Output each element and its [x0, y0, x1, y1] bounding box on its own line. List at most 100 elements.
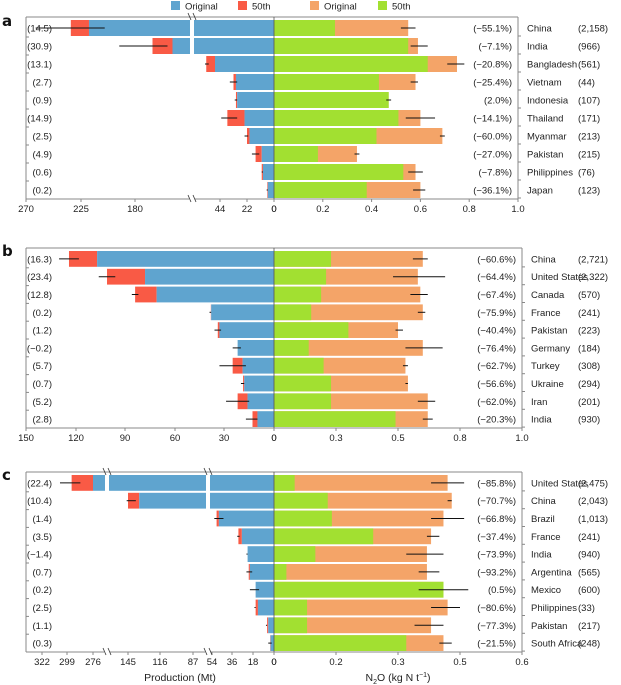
bar-prod-50th	[68, 251, 98, 267]
bar-prod-original	[257, 599, 274, 616]
row-argentina: (0.7) (−93.2%) Argentina (565)	[26, 564, 600, 582]
count-label: (966)	[578, 42, 600, 53]
country-label: India	[531, 415, 552, 426]
legend-swatch	[378, 1, 387, 10]
bar-prod-original	[244, 110, 274, 126]
x-tick-label-n2o: 0	[271, 657, 276, 668]
country-label: Pakistan	[531, 621, 567, 632]
count-label: (76)	[578, 168, 595, 179]
row-iran: (5.2) (−62.0%) Iran (201)	[26, 393, 600, 411]
country-label: Philippines	[527, 168, 573, 179]
row-pakistan: (1.1) (−77.3%) Pakistan (217)	[26, 617, 600, 635]
x-tick-label-production: 60	[170, 433, 181, 444]
x-tick-label-production: 322	[34, 657, 50, 668]
x-tick-label-production: 18	[248, 657, 259, 668]
count-label: (241)	[578, 308, 600, 319]
panel-b: b (16.3) (−60.6%) China (2,721) (23.4) (−64.4%…	[2, 242, 608, 444]
bar-n2o-50th	[274, 38, 409, 54]
x-tick-label-n2o: 1.0	[515, 433, 528, 444]
bar-prod-original	[156, 286, 274, 303]
x-tick-label-production: 30	[219, 433, 230, 444]
count-label: (930)	[578, 415, 600, 426]
country-label: Japan	[527, 186, 553, 197]
x-axis-label-part: O (kg N t	[377, 672, 419, 684]
axis-break	[189, 196, 195, 202]
row-france: (0.2) (−75.9%) France (241)	[26, 304, 600, 322]
row-thailand: (14.9) (−14.1%) Thailand (171)	[26, 110, 600, 128]
country-label: Brazil	[531, 514, 555, 525]
bar-n2o-50th	[274, 128, 377, 144]
x-tick-label-n2o: 0.2	[329, 657, 342, 668]
bar-prod-original	[219, 322, 274, 338]
row-myanmar: (2.5) (−60.0%) Myanmar (213)	[26, 128, 600, 146]
row-germany: (−0.2) (−76.4%) Germany (184)	[26, 340, 600, 358]
axis-break-mark	[208, 647, 213, 656]
bar-prod-original	[244, 375, 274, 392]
x-tick-label-n2o: 1.0	[511, 204, 524, 215]
bar-n2o-50th	[274, 110, 399, 126]
panels: a (14.5) (−55.1%) China (2,158) (30.9) (−7.1%)…	[2, 12, 608, 668]
x-tick-label-n2o: 0.5	[453, 657, 466, 668]
bar-prod-50th	[71, 475, 93, 491]
x-tick-label-n2o: 0.3	[329, 433, 342, 444]
row-ukraine: (0.7) (−56.6%) Ukraine (294)	[26, 375, 600, 393]
count-label: (561)	[578, 60, 600, 71]
country-label: Pakistan	[527, 150, 563, 161]
axis-break-mark	[107, 647, 112, 656]
axis-break-mark	[192, 194, 197, 203]
panel-letter: b	[2, 242, 13, 260]
n2o-change-label: (−20.8%)	[473, 60, 512, 71]
production-change-label: (16.3)	[27, 254, 52, 265]
legend-swatch	[238, 1, 247, 10]
row-united-states: (22.4) (−85.8%) United States(2,475)	[26, 474, 608, 493]
legend-label: Original	[324, 2, 357, 13]
count-label: (294)	[578, 379, 600, 390]
axis-break	[205, 649, 211, 655]
count-label: (570)	[578, 290, 600, 301]
axis-break-mark	[203, 467, 208, 476]
n2o-change-label: (−93.2%)	[477, 567, 516, 578]
n2o-change-label: (−21.5%)	[477, 639, 516, 650]
x-tick-label-production: 150	[18, 433, 34, 444]
row-pakistan: (1.2) (−40.4%) Pakistan (223)	[26, 322, 600, 340]
panel-letter: c	[2, 466, 11, 484]
x-axis-label-production: Production (Mt)	[144, 672, 216, 684]
production-change-label: (5.2)	[32, 397, 52, 408]
production-change-label: (2.5)	[32, 603, 52, 614]
x-tick-label-production: 299	[59, 657, 75, 668]
bar-n2o-50th	[274, 251, 332, 267]
count-label: (217)	[578, 621, 600, 632]
n2o-change-label: (−62.7%)	[477, 361, 516, 372]
count-label: (2,158)	[578, 24, 608, 35]
axis-break-mark	[187, 194, 192, 203]
n2o-change-label: (−76.4%)	[477, 343, 516, 354]
bar-n2o-50th	[274, 268, 327, 285]
row-south-africa: (0.3) (−21.5%) South Africa(248)	[26, 635, 600, 653]
production-change-label: (13.1)	[27, 60, 52, 71]
bar-prod-original	[247, 393, 274, 410]
bar-n2o-50th	[274, 393, 332, 410]
count-label: (107)	[578, 96, 600, 107]
count-label: (215)	[578, 150, 600, 161]
bar-n2o-original	[274, 340, 423, 356]
count-label: (184)	[578, 343, 600, 354]
production-change-label: (0.6)	[32, 168, 52, 179]
bar-n2o-50th	[274, 357, 324, 374]
production-change-label: (22.4)	[27, 478, 52, 489]
axis-break-mark	[203, 647, 208, 656]
bar-prod-original	[235, 74, 274, 90]
country-label: India	[531, 550, 552, 561]
n2o-change-label: (−60.0%)	[473, 132, 512, 143]
country-label: Vietnam	[527, 78, 562, 89]
country-label: China	[531, 254, 557, 265]
country-label: United States	[531, 478, 588, 489]
bar-n2o-50th	[274, 322, 349, 338]
country-label: Germany	[531, 343, 570, 354]
bar-prod-original	[218, 510, 274, 527]
axis-break-gap	[206, 491, 210, 510]
n2o-change-label: (−27.0%)	[473, 150, 512, 161]
production-change-label: (14.9)	[27, 114, 52, 125]
bar-n2o-50th	[274, 20, 335, 36]
count-label: (123)	[578, 186, 600, 197]
row-china: (14.5) (−55.1%) China (2,158)	[26, 19, 608, 38]
